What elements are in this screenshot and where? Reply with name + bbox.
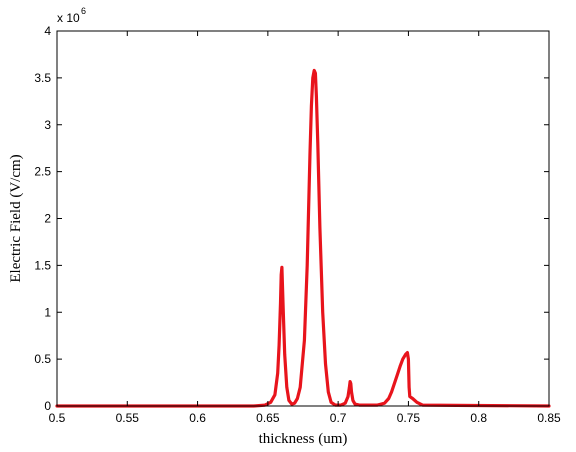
x-tick-label: 0.5 — [49, 411, 66, 425]
y-tick-label: 3.5 — [34, 71, 51, 85]
x-tick-label: 0.65 — [256, 411, 280, 425]
y-exponent-base: x 10 — [57, 11, 80, 25]
y-tick-label: 1 — [44, 305, 51, 319]
series-line — [55, 68, 551, 408]
x-tick-label: 0.7 — [330, 411, 347, 425]
y-exponent-power: 6 — [81, 6, 86, 16]
x-tick-label: 0.8 — [470, 411, 487, 425]
plot-layer — [55, 68, 551, 408]
y-axis-label: Electric Field (V/cm) — [8, 154, 24, 282]
y-tick-label: 0 — [44, 399, 51, 413]
x-tick-label: 0.85 — [537, 411, 561, 425]
y-tick-label: 1.5 — [34, 258, 51, 272]
y-tick-label: 3 — [44, 118, 51, 132]
y-tick-label: 4 — [44, 24, 51, 38]
x-tick-label: 0.55 — [116, 411, 140, 425]
y-tick-label: 2 — [44, 212, 51, 226]
y-tick-label: 2.5 — [34, 165, 51, 179]
x-tick-label: 0.6 — [189, 411, 206, 425]
x-axis-label: thickness (um) — [259, 431, 348, 447]
y-tick-label: 0.5 — [34, 352, 51, 366]
ticks-layer: 0.5 0.55 0.6 0.65 0.7 0.75 0.8 0.8500.511.522.5… — [34, 24, 561, 425]
x-tick-label: 0.75 — [397, 411, 421, 425]
